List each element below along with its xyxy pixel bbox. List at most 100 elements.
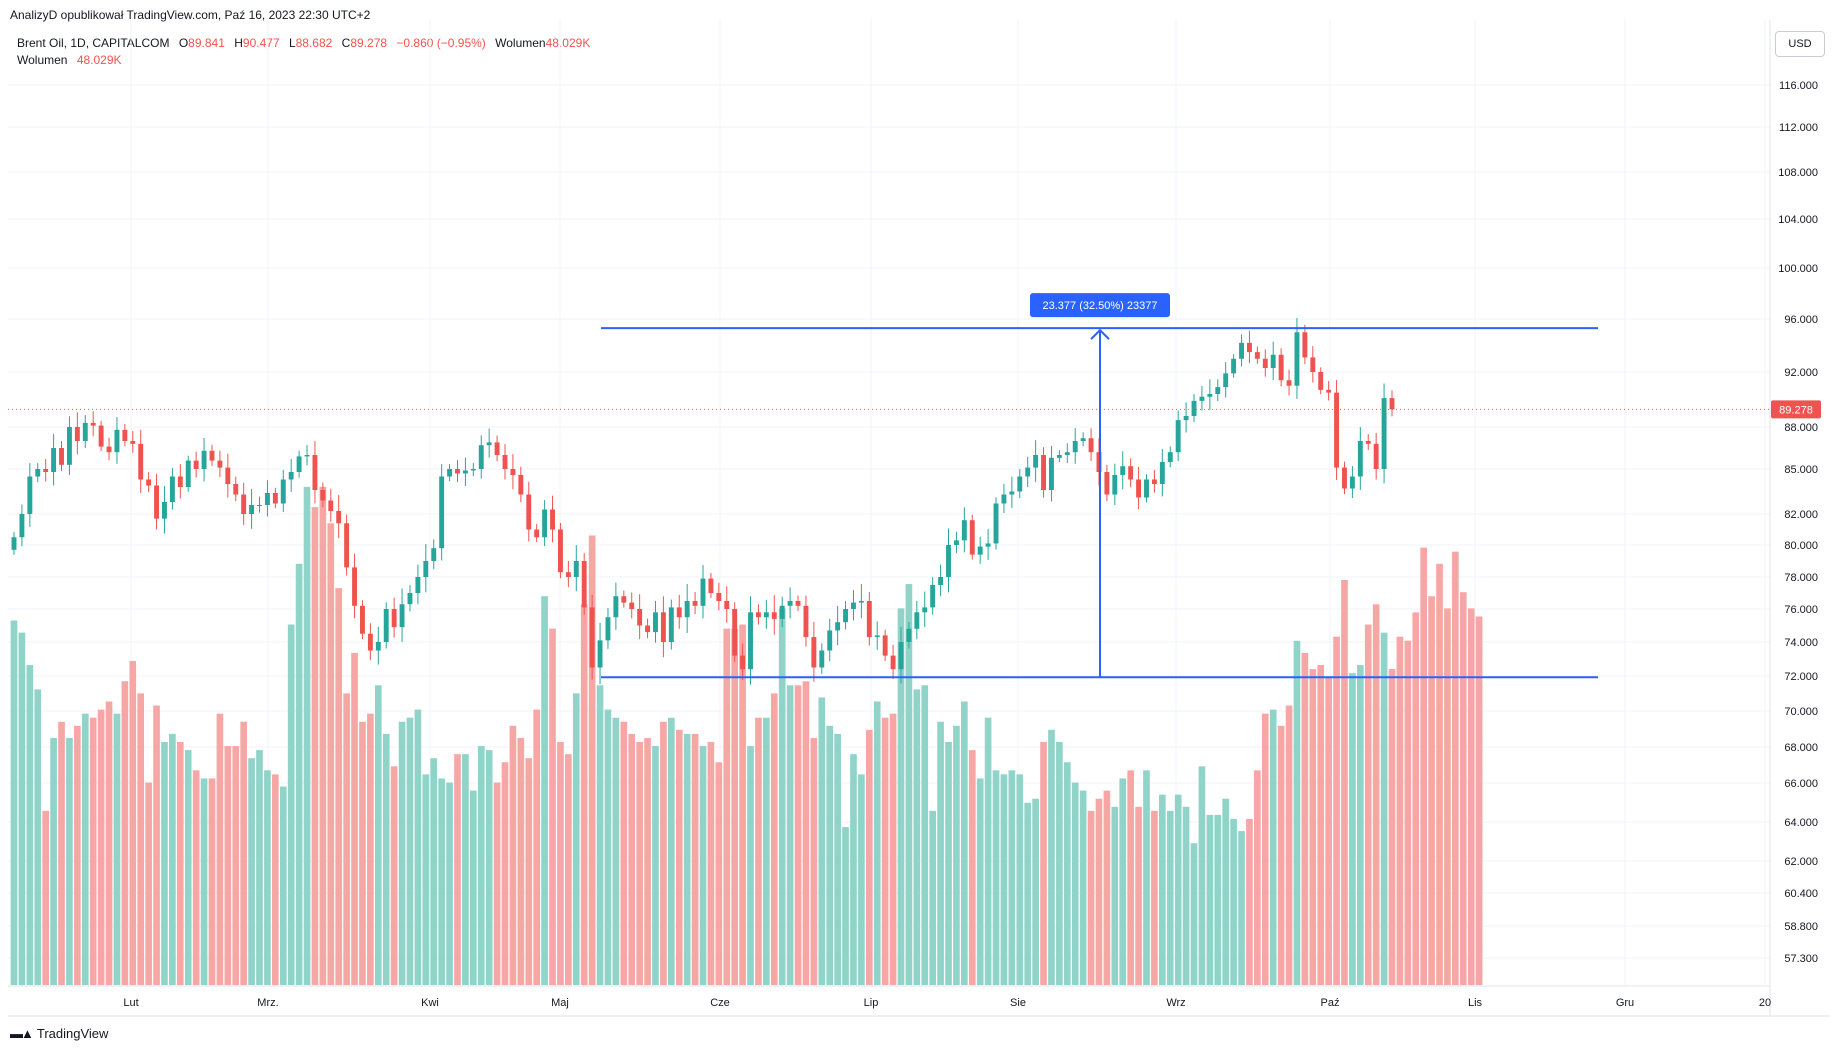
price-axis[interactable]: 116.000 112.000 108.000 104.000 100.000 96.00… xyxy=(1771,80,1821,965)
candle-body xyxy=(455,469,460,474)
currency-button[interactable]: USD xyxy=(1775,31,1825,57)
volume-bar xyxy=(311,507,319,985)
candle-body xyxy=(502,455,508,469)
volume-bar xyxy=(1166,810,1174,985)
volume-bar xyxy=(858,774,865,985)
candle-body xyxy=(391,609,397,628)
candle-body xyxy=(201,450,207,469)
volume-bar xyxy=(644,737,651,985)
volume-bar xyxy=(216,713,224,985)
candle-body xyxy=(320,490,326,501)
candle-body xyxy=(1318,372,1324,390)
candle-body xyxy=(249,505,255,514)
publisher-line: AnalizyD opublikował TradingView.com, Pa… xyxy=(10,8,371,22)
candle-body xyxy=(312,455,318,490)
candle-body xyxy=(225,467,231,484)
price-tick-label: 116.000 xyxy=(1779,80,1818,92)
candle-body xyxy=(1041,455,1046,490)
candle-body xyxy=(217,460,223,468)
candle-body xyxy=(407,593,413,605)
candle-body xyxy=(241,494,247,514)
candle-body xyxy=(660,612,666,642)
time-axis[interactable]: Lut Mrz. Kwi Maj Cze Lip Sie Wrz Paź Lis Gru 20 xyxy=(123,997,1771,1009)
candle-body xyxy=(961,520,967,541)
volume-bar xyxy=(921,685,929,985)
volume-bar xyxy=(557,742,564,985)
candle-body xyxy=(653,612,658,633)
candle-body xyxy=(114,429,120,453)
volume-bar xyxy=(865,729,873,985)
tradingview-brand[interactable]: ▬▲ TradingView xyxy=(10,1026,108,1041)
volume-bar xyxy=(992,770,1000,985)
candle-body xyxy=(1033,455,1039,468)
candle-body xyxy=(866,601,872,638)
volume-bar xyxy=(929,810,936,985)
candle-body xyxy=(367,633,373,651)
volume-bar xyxy=(224,746,232,985)
candle-body xyxy=(835,622,841,631)
price-range-measure[interactable]: 23.377 (32.50%) 23377 xyxy=(601,293,1598,679)
candle-body xyxy=(264,493,270,505)
volume-bars xyxy=(10,486,1483,985)
legend-change: −0.860 (−0.95%) xyxy=(396,36,486,50)
candle-body xyxy=(162,502,167,519)
candle-body xyxy=(550,509,555,530)
volume-bar xyxy=(137,693,145,985)
volume-bar xyxy=(1317,665,1325,985)
candle-body xyxy=(1151,479,1157,484)
volume-bar xyxy=(145,782,152,985)
candle-body xyxy=(946,545,951,577)
candle-body xyxy=(122,429,128,441)
time-tick-label: Maj xyxy=(551,997,569,1009)
volume-bar xyxy=(1246,818,1253,985)
volume-bar xyxy=(723,628,731,985)
volume-bar xyxy=(747,746,754,985)
volume-bar xyxy=(1364,624,1372,985)
candle-body xyxy=(177,476,183,487)
volume-bar xyxy=(200,778,208,985)
volume-bar xyxy=(1071,782,1079,985)
volume-bar xyxy=(113,713,121,985)
candle-body xyxy=(977,546,983,555)
candle-body xyxy=(1136,479,1142,498)
candle-body xyxy=(130,441,136,444)
volume-bar xyxy=(1143,770,1150,985)
volume-bar xyxy=(976,778,984,985)
volume-bar xyxy=(232,746,240,985)
legend-low: 88.682 xyxy=(295,36,333,50)
volume-bar xyxy=(818,697,826,985)
candle-body xyxy=(629,602,635,609)
volume-bar xyxy=(129,661,137,985)
candle-body xyxy=(1064,452,1070,455)
candle-body xyxy=(59,448,64,465)
volume-bar xyxy=(1293,640,1301,985)
candle-body xyxy=(755,612,761,618)
volume-bar xyxy=(1349,673,1356,985)
volume-bar xyxy=(406,717,414,985)
volume-bar xyxy=(34,689,42,985)
volume-bar xyxy=(208,778,216,985)
volume-bar xyxy=(295,563,303,985)
candle-body xyxy=(906,628,912,642)
candle-body xyxy=(1025,467,1031,477)
measure-label: 23.377 (32.50%) 23377 xyxy=(1043,300,1158,312)
candle-body xyxy=(138,443,144,480)
candle-body xyxy=(1199,396,1205,401)
price-tick-label: 68.000 xyxy=(1784,742,1818,754)
volume-bar xyxy=(1087,810,1095,985)
price-tick-label: 88.000 xyxy=(1784,422,1818,434)
price-tick-label: 66.000 xyxy=(1784,778,1818,790)
volume-bar xyxy=(1396,636,1404,985)
volume-bar xyxy=(97,709,105,985)
candle-body xyxy=(819,650,825,668)
volume-bar xyxy=(604,709,612,985)
volume-bar xyxy=(1111,806,1119,985)
candle-body xyxy=(1294,332,1300,386)
legend-volume-row-label[interactable]: Wolumen xyxy=(17,53,68,67)
volume-bar xyxy=(1040,742,1047,985)
volume-bar xyxy=(1380,632,1388,985)
candle-body xyxy=(993,503,999,544)
volume-bar xyxy=(945,742,952,985)
volume-bar xyxy=(850,754,857,985)
